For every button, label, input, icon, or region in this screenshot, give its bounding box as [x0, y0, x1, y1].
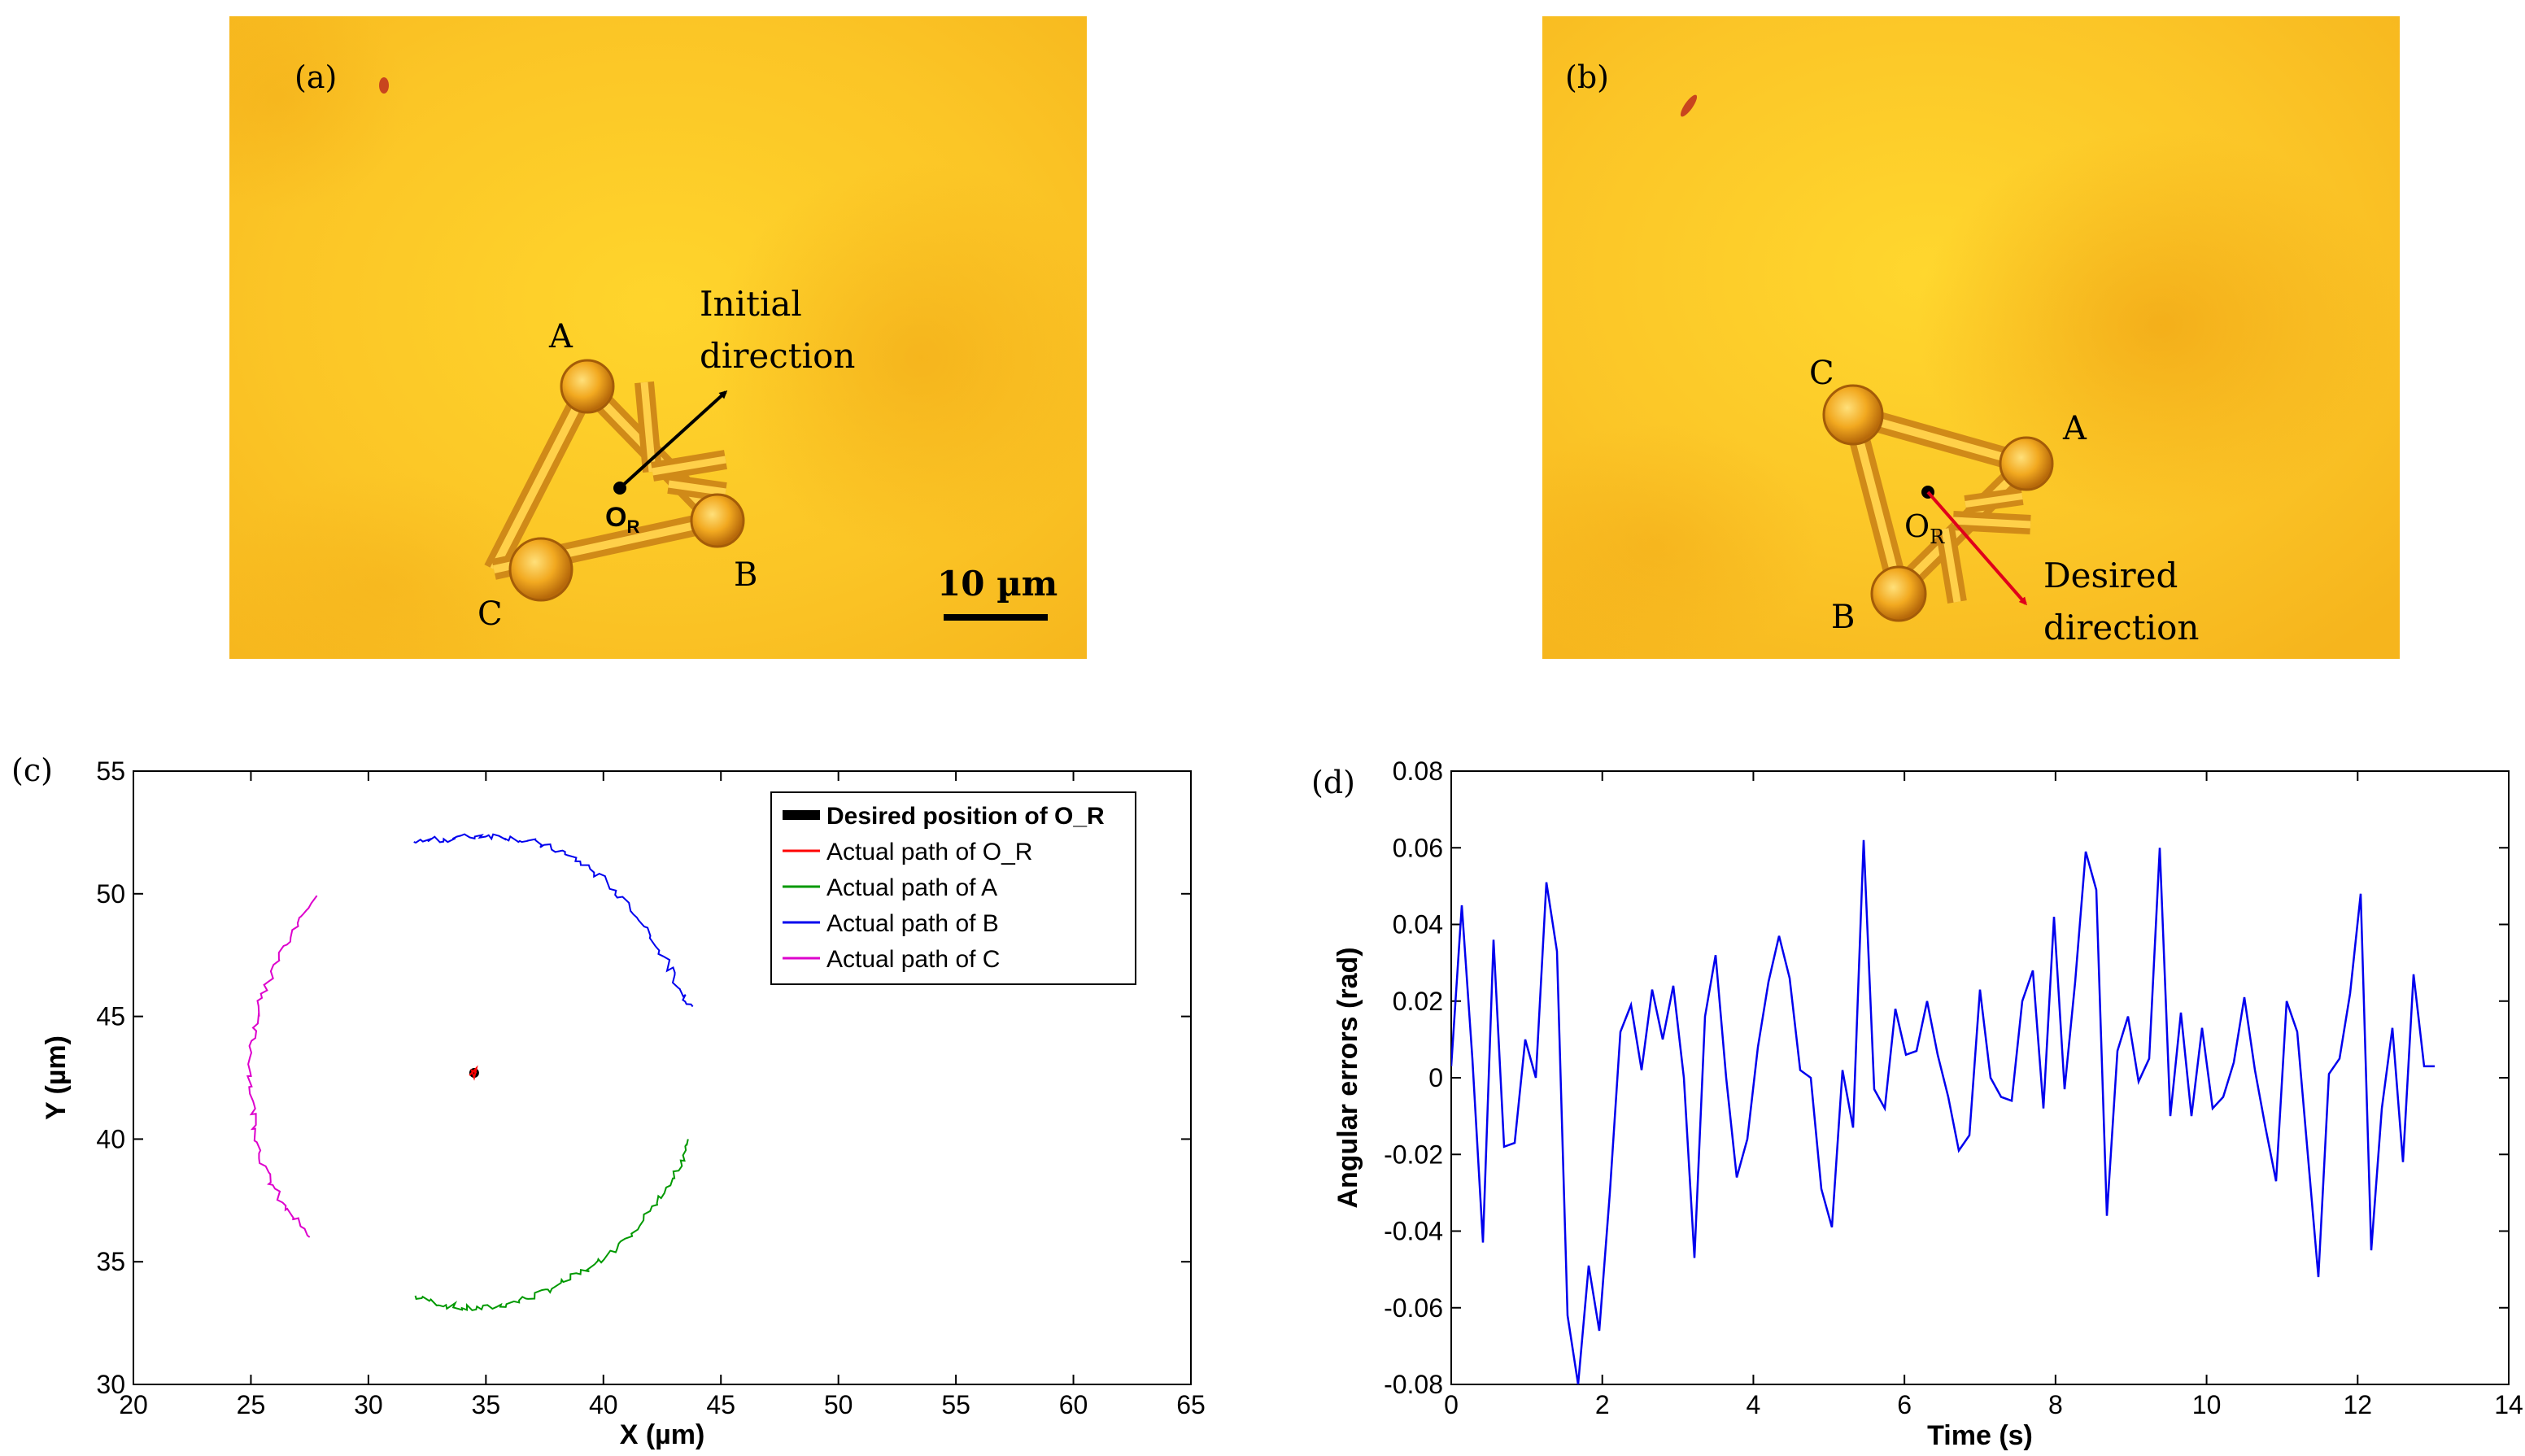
debris-particle: [379, 77, 389, 94]
x-tick-label: 40: [589, 1390, 618, 1419]
x-axis-label-c: X (µm): [620, 1419, 705, 1450]
robot-handle: [668, 480, 726, 496]
x-tick-label: 30: [354, 1390, 383, 1419]
shading: [709, 163, 1087, 553]
y-tick-label: -0.06: [1384, 1293, 1443, 1323]
x-tick-label: 10: [2192, 1390, 2222, 1419]
label-bead-a: A: [2062, 410, 2087, 447]
panel-label-a: (a): [294, 59, 337, 95]
direction-label-line1: Initial: [700, 284, 802, 324]
path-series-2: [414, 1139, 689, 1311]
x-axis-label-d: Time (s): [1927, 1420, 2033, 1451]
legend-c: Desired position of O_R Actual path of O…: [770, 791, 1136, 985]
y-tick-label: 55: [96, 756, 125, 786]
bead-a: [560, 359, 615, 414]
y-tick-label: 0.04: [1393, 910, 1443, 939]
x-tick-label: 4: [1747, 1390, 1761, 1419]
bead-b: [1870, 565, 1927, 622]
x-tick-label: 45: [706, 1390, 735, 1419]
y-tick-label: 40: [96, 1124, 125, 1153]
y-tick-label: -0.02: [1384, 1140, 1443, 1169]
shading: [229, 16, 408, 211]
y-tick-label: -0.04: [1384, 1217, 1443, 1246]
direction-label-line2: direction: [2043, 608, 2199, 647]
x-tick-label: 6: [1897, 1390, 1912, 1419]
x-tick-label: 55: [941, 1390, 970, 1419]
bead-b: [690, 493, 745, 548]
legend-entry-or: Actual path of O_R: [826, 839, 1032, 865]
path-series-4: [246, 895, 318, 1238]
robot-handle: [1941, 528, 1961, 603]
y-tick-label: 0.06: [1393, 833, 1443, 862]
x-tick-label: 12: [2343, 1390, 2372, 1419]
path-series-1: [469, 1065, 478, 1081]
x-tick-label: 50: [824, 1390, 853, 1419]
panel-label-b: (b): [1565, 59, 1609, 95]
y-tick-label: 0: [1428, 1063, 1443, 1092]
axis-ticks-d: 0 2 4 6 8 10 12 14 -0.08 -0.06 -0.04 -0.02 0 0.02 0.04…: [1384, 756, 2523, 1419]
legend-box: [770, 791, 1136, 985]
y-tick-label: 0.08: [1393, 756, 1443, 786]
label-origin: OR: [1904, 508, 1945, 548]
label-origin: OR: [605, 502, 639, 537]
bead-c: [508, 537, 573, 602]
robot-handle: [652, 456, 726, 476]
robot-arm: [490, 384, 591, 572]
micrograph-b: (b) A B C OR Desired direction: [1542, 16, 2400, 659]
scale-bar: [944, 614, 1048, 621]
robot-handle: [1965, 493, 2023, 508]
debris-particle: [1680, 94, 1698, 117]
micrograph-b-canvas: (b) A B C OR Desired direction: [1542, 16, 2400, 659]
series-c: [246, 833, 694, 1311]
label-bead-a: A: [548, 318, 573, 355]
y-axis-label-c: Y (µm): [41, 1035, 72, 1120]
panel-label-c: (c): [11, 752, 53, 788]
y-tick-label: 0.02: [1393, 987, 1443, 1016]
label-bead-b: B: [1831, 599, 1855, 636]
legend-entry-a: Actual path of A: [826, 874, 997, 901]
x-tick-label: 0: [1444, 1390, 1459, 1419]
direction-label-line2: direction: [700, 336, 855, 376]
y-tick-label: 35: [96, 1247, 125, 1276]
y-tick-label: -0.08: [1384, 1370, 1443, 1399]
x-tick-label: 14: [2494, 1390, 2523, 1419]
x-tick-label: 20: [119, 1390, 148, 1419]
angular-error-line: [1451, 839, 2435, 1384]
legend-entry-desired: Desired position of O_R: [826, 803, 1105, 830]
plot-area-d: [1450, 770, 2510, 1385]
series-d: [1451, 839, 2435, 1384]
robot-handle: [1952, 517, 2031, 529]
shading: [229, 472, 547, 659]
y-tick-label: 30: [96, 1370, 125, 1399]
axis-ticks-c: 20 25 30 35 40 45 50 55 60 65 30 35 40 45 50 55: [96, 756, 1205, 1419]
micrograph-a-canvas: (a) A B C OR Initial direction 10 µm: [229, 16, 1087, 659]
x-tick-label: 8: [2048, 1390, 2063, 1419]
label-bead-c: C: [1809, 355, 1834, 392]
y-tick-label: 45: [96, 1002, 125, 1031]
label-bead-c: C: [478, 595, 503, 633]
x-tick-label: 2: [1595, 1390, 1610, 1419]
y-axis-label-d: Angular errors (rad): [1332, 947, 1363, 1208]
y-tick-label: 50: [96, 879, 125, 909]
shading: [1917, 130, 2400, 521]
x-tick-label: 65: [1176, 1390, 1206, 1419]
panel-label-d: (d): [1311, 765, 1355, 800]
legend-entry-b: Actual path of B: [826, 910, 999, 937]
x-tick-label: 60: [1059, 1390, 1088, 1419]
robot-handle: [640, 381, 656, 473]
x-tick-label: 35: [472, 1390, 501, 1419]
micrograph-a: (a) A B C OR Initial direction 10 µm: [229, 16, 1087, 659]
label-bead-b: B: [734, 556, 757, 594]
path-series-3: [413, 833, 694, 1008]
direction-label-line1: Desired: [2043, 556, 2178, 595]
bead-a: [1999, 436, 2054, 491]
scale-bar-label: 10 µm: [937, 564, 1058, 604]
desired-direction-arrow: [1926, 490, 2027, 606]
initial-direction-arrow: [618, 390, 728, 490]
legend-entry-c: Actual path of C: [826, 946, 1000, 973]
bead-c: [1822, 384, 1884, 446]
x-tick-label: 25: [237, 1390, 266, 1419]
shading: [1542, 423, 1819, 659]
